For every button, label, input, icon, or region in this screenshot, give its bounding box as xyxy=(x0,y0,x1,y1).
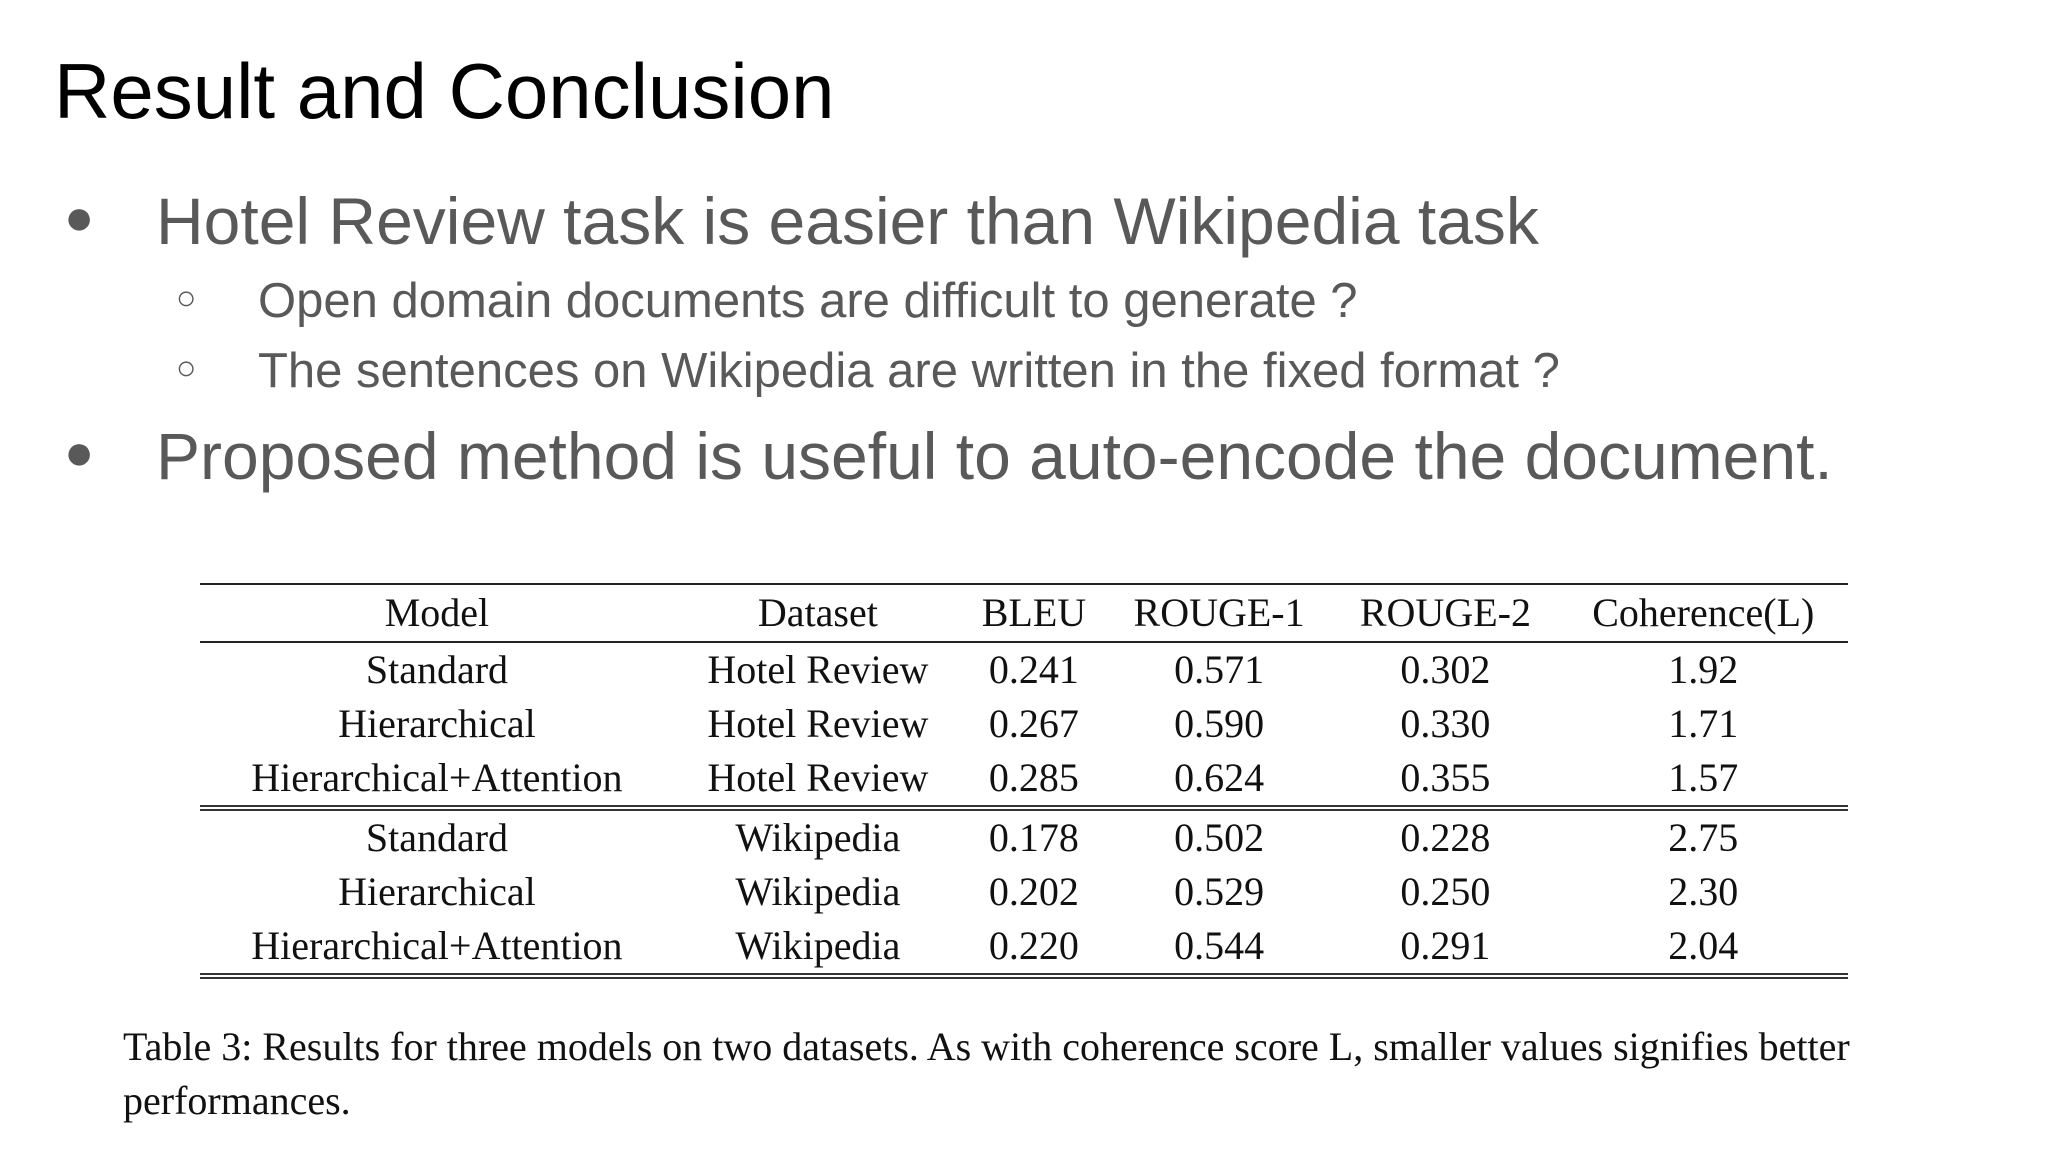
table-cell: Standard xyxy=(365,647,509,692)
table-row: Hierarchical+Attention Hotel Review 0.28… xyxy=(200,751,1848,811)
bullet-text: The sentences on Wikipedia are written i… xyxy=(258,344,1560,398)
table-cell: 0.624 xyxy=(1105,751,1333,811)
table-cell: 1.57 xyxy=(1558,751,1848,811)
table-cell: 0.544 xyxy=(1105,919,1333,979)
table-cell: 0.267 xyxy=(988,701,1079,746)
bullet-hotel-easier: ● Hotel Review task is easier than Wikip… xyxy=(64,188,1539,254)
subbullet-open-domain: ○ Open domain documents are difficult to… xyxy=(176,274,1358,328)
table-cell: 0.202 xyxy=(988,869,1079,914)
table-cell: Hierarchical xyxy=(338,701,536,746)
table-cell: Wikipedia xyxy=(673,919,962,979)
table-row: Standard Wikipedia 0.178 0.502 0.228 2.7… xyxy=(200,808,1848,865)
table-cell: Hierarchical+Attention xyxy=(200,919,674,979)
table-cell: 2.75 xyxy=(1668,815,1739,860)
column-header: ROUGE-2 xyxy=(1332,583,1559,643)
table-cell: Wikipedia xyxy=(735,815,901,860)
table-cell: 0.590 xyxy=(1174,701,1265,746)
table-row: Hierarchical Wikipedia 0.202 0.529 0.250… xyxy=(200,865,1848,919)
slide-title: Result and Conclusion xyxy=(54,47,835,135)
column-header: Model xyxy=(200,583,674,643)
table-header-row: Model Dataset BLEU ROUGE-1 ROUGE-2 Coher… xyxy=(200,583,1848,643)
column-header: Dataset xyxy=(673,583,962,643)
table-caption: Table 3: Results for three models on two… xyxy=(123,1024,1850,1123)
table-cell: 0.571 xyxy=(1174,647,1265,692)
results-table: Model Dataset BLEU ROUGE-1 ROUGE-2 Coher… xyxy=(200,583,1848,979)
table-cell: Hierarchical xyxy=(338,869,536,914)
table-cell: Hotel Review xyxy=(707,701,929,746)
table-cell: 0.178 xyxy=(988,815,1079,860)
table-cell: 0.291 xyxy=(1332,919,1559,979)
table-cell: 0.330 xyxy=(1400,701,1491,746)
subbullet-fixed-format: ○ The sentences on Wikipedia are written… xyxy=(176,344,1560,398)
table-cell: Hierarchical+Attention xyxy=(200,751,674,811)
bullet-dot-icon: ● xyxy=(64,424,95,480)
table-cell: 0.529 xyxy=(1174,869,1265,914)
table-cell: 2.30 xyxy=(1668,869,1739,914)
table-cell: 1.71 xyxy=(1668,701,1739,746)
table-cell: Hotel Review xyxy=(673,751,962,811)
table-cell: 0.241 xyxy=(988,647,1079,692)
bullet-text: Open domain documents are difficult to g… xyxy=(258,274,1358,328)
table-cell: 1.92 xyxy=(1668,647,1739,692)
table-cell: 0.285 xyxy=(961,751,1106,811)
column-header: ROUGE-1 xyxy=(1105,583,1333,643)
table-cell: 0.502 xyxy=(1174,815,1265,860)
table-row: Standard Hotel Review 0.241 0.571 0.302 … xyxy=(200,642,1848,697)
table-row: Hierarchical+Attention Wikipedia 0.220 0… xyxy=(200,919,1848,979)
table-cell: 0.228 xyxy=(1400,815,1491,860)
results-table-figure: Model Dataset BLEU ROUGE-1 ROUGE-2 Coher… xyxy=(200,583,1848,979)
bullet-text: Proposed method is useful to auto-encode… xyxy=(156,419,1833,493)
table-cell: 2.04 xyxy=(1558,919,1848,979)
table-cell: 0.355 xyxy=(1332,751,1559,811)
table-row: Hierarchical Hotel Review 0.267 0.590 0.… xyxy=(200,697,1848,751)
column-header: Coherence(L) xyxy=(1558,583,1848,643)
table-cell: Standard xyxy=(365,815,509,860)
table-cell: 0.220 xyxy=(961,919,1106,979)
column-header: BLEU xyxy=(961,583,1106,643)
bullet-dot-icon: ● xyxy=(64,189,95,245)
table-cell: Wikipedia xyxy=(735,869,901,914)
bullet-text: Hotel Review task is easier than Wikiped… xyxy=(156,184,1539,258)
bullet-proposed-method: ● Proposed method is useful to auto-enco… xyxy=(64,423,1833,489)
table-cell: 0.250 xyxy=(1400,869,1491,914)
bullet-circle-icon: ○ xyxy=(176,349,197,387)
table-cell: Hotel Review xyxy=(707,647,929,692)
bullet-circle-icon: ○ xyxy=(176,279,197,317)
table-cell: 0.302 xyxy=(1400,647,1491,692)
